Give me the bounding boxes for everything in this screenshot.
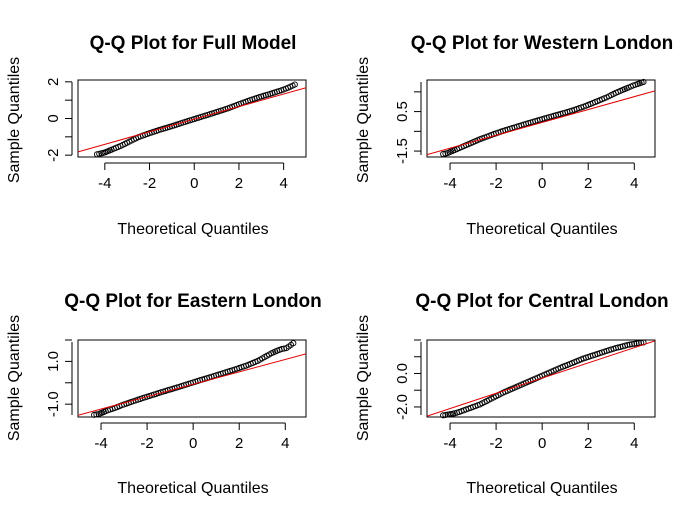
sample-points — [91, 340, 297, 418]
data-point — [96, 150, 103, 157]
x-axis-label: Theoretical Quantiles — [466, 221, 617, 238]
x-axis-label: Theoretical Quantiles — [466, 480, 617, 497]
plot-frame — [426, 339, 656, 418]
reference-line — [427, 90, 655, 156]
x-tick-label: -2 — [143, 175, 156, 192]
data-point — [640, 78, 647, 86]
qq-panel-3: Q-Q Plot for Eastern London -4 -2 0 2 4 -1.0 1.… — [6, 291, 322, 497]
y-tick-label: 1.0 — [45, 351, 62, 372]
x-tick-label: 2 — [235, 175, 243, 192]
y-tick-label: -1.0 — [45, 391, 62, 417]
data-point — [628, 341, 636, 348]
y-tick-label: -2.0 — [394, 394, 411, 420]
x-tick-label: 2 — [235, 435, 243, 452]
data-point — [624, 341, 631, 349]
data-point — [633, 340, 640, 347]
qq-panel-1: Q-Q Plot for Full Model -4 -2 0 2 4 -2 0 2 Theore… — [6, 33, 307, 238]
y-axis-label: Sample Quantiles — [6, 57, 23, 183]
plot-frame — [426, 79, 656, 158]
x-axis-label: Theoretical Quantiles — [117, 221, 268, 238]
data-point — [626, 341, 633, 348]
data-point — [442, 150, 449, 157]
data-point — [93, 151, 101, 158]
qq-panel-2: Q-Q Plot for Western London -4 -2 0 2 4 -1.5 0.… — [355, 33, 673, 238]
reference-line — [427, 340, 655, 417]
sample-points — [440, 339, 647, 419]
x-tick-label: -2 — [489, 175, 502, 192]
x-tick-label: -2 — [489, 435, 502, 452]
x-tick-label: 4 — [630, 435, 638, 452]
x-tick-label: 4 — [281, 435, 289, 452]
x-tick-label: -2 — [140, 435, 153, 452]
y-tick-label: 2 — [45, 78, 62, 86]
plot-frame — [77, 339, 307, 418]
y-tick-label: -2 — [45, 148, 62, 161]
data-point — [290, 340, 297, 347]
data-point — [631, 340, 638, 347]
x-tick-label: -4 — [443, 435, 456, 452]
reference-line — [78, 353, 306, 416]
x-tick-label: 4 — [630, 175, 638, 192]
x-tick-label: 0 — [189, 435, 197, 452]
x-tick-label: 0 — [538, 175, 546, 192]
x-axis-label: Theoretical Quantiles — [117, 480, 268, 497]
y-tick-label: 0.5 — [394, 101, 411, 122]
x-tick-label: -4 — [98, 175, 111, 192]
plot-frame — [77, 79, 307, 158]
data-point — [440, 412, 447, 419]
x-tick-label: 4 — [279, 175, 287, 192]
data-point — [93, 411, 100, 418]
x-tick-label: 2 — [584, 175, 592, 192]
sample-points — [440, 78, 647, 158]
y-axis-label: Sample Quantiles — [6, 315, 23, 441]
data-point — [291, 81, 298, 88]
data-point — [442, 411, 449, 418]
x-tick-label: 0 — [538, 435, 546, 452]
reference-line — [78, 87, 306, 153]
data-point — [91, 411, 98, 418]
qq-panel-4: Q-Q Plot for Central London -4 -2 0 2 4 -2.0 0.… — [355, 291, 669, 497]
y-tick-label: 0 — [45, 114, 62, 122]
chart-title: Q-Q Plot for Central London — [415, 291, 668, 312]
x-tick-label: -4 — [443, 175, 456, 192]
chart-title: Q-Q Plot for Full Model — [90, 33, 297, 54]
chart-title: Q-Q Plot for Western London — [411, 33, 673, 54]
y-axis-label: Sample Quantiles — [355, 315, 372, 441]
y-tick-label: -1.5 — [394, 138, 411, 164]
y-axis-label: Sample Quantiles — [355, 57, 372, 183]
y-tick-label: 0.0 — [394, 363, 411, 384]
x-tick-label: 2 — [584, 435, 592, 452]
sample-points — [93, 81, 298, 158]
data-point — [278, 345, 285, 353]
x-tick-label: 0 — [190, 175, 198, 192]
x-tick-label: -4 — [94, 435, 107, 452]
chart-title: Q-Q Plot for Eastern London — [64, 291, 322, 312]
